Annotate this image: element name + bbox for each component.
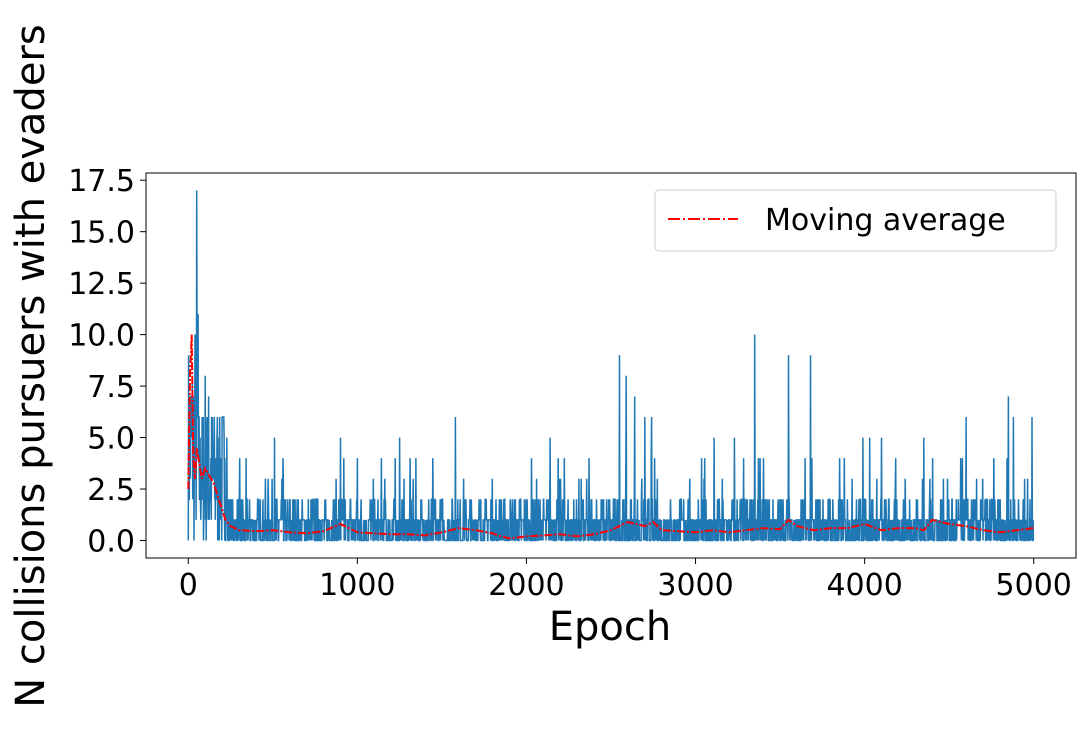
x-tick-label: 2000 [488, 568, 564, 603]
plot-frame [145, 172, 1077, 559]
y-tick-label: 2.5 [87, 473, 135, 508]
y-tick-label: 12.5 [68, 267, 135, 302]
legend-label-moving-average: Moving average [765, 203, 1006, 238]
y-tick-label: 17.5 [68, 164, 135, 199]
y-tick-label: 15.0 [68, 216, 135, 251]
x-axis: 0 1000 2000 3000 4000 5000 [179, 558, 1072, 603]
x-tick-label: 4000 [826, 568, 902, 603]
y-tick-label: 10.0 [68, 319, 135, 354]
y-axis-label: N collisions pursuers with evaders [8, 24, 54, 707]
legend-box [654, 189, 1057, 252]
x-axis-label: Epoch [549, 604, 671, 650]
y-tick-label: 7.5 [87, 370, 135, 405]
x-tick-label: 0 [179, 568, 198, 603]
legend: Moving average [654, 189, 1057, 252]
y-tick-label: 5.0 [87, 422, 135, 457]
y-axis: 0.0 2.5 5.0 7.5 10.0 12.5 15.0 17.5 [68, 164, 146, 560]
x-tick-label: 5000 [996, 568, 1072, 603]
series-line-raw [187, 190, 1035, 542]
plot-area [145, 172, 1077, 559]
y-tick-label: 0.0 [87, 525, 135, 560]
series-line-moving-average [187, 334, 1034, 540]
x-tick-label: 3000 [657, 568, 733, 603]
x-tick-label: 1000 [319, 568, 395, 603]
